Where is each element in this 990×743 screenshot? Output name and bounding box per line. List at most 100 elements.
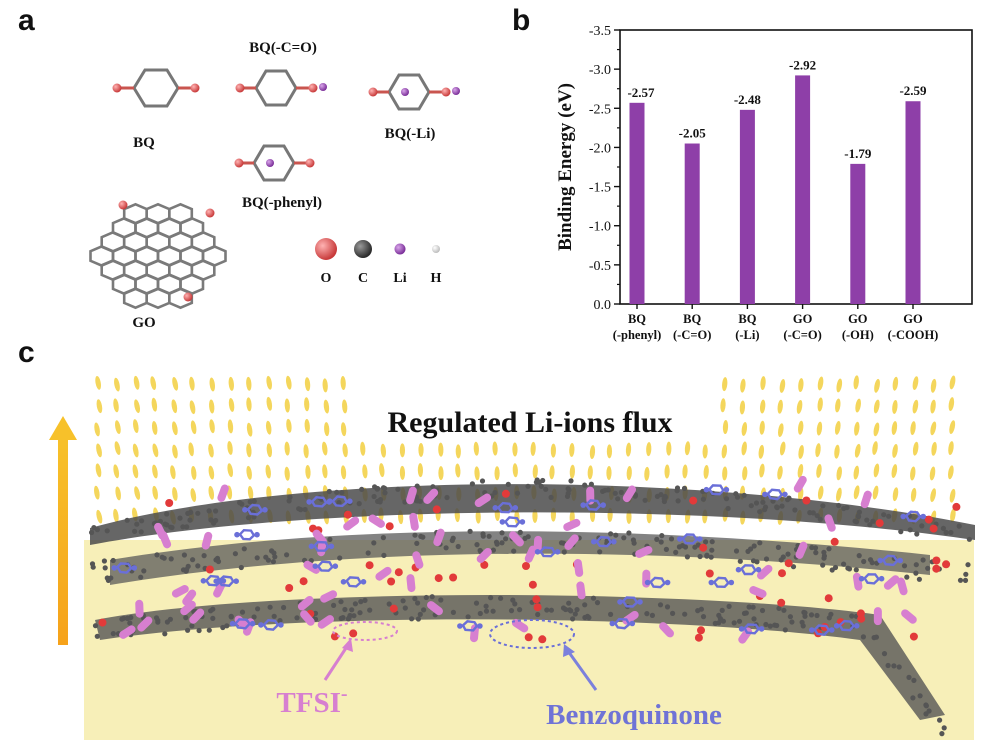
go-oxygen-atom <box>205 208 215 218</box>
carbon-atom <box>238 564 244 571</box>
carbon-atom <box>296 506 302 512</box>
tfsi-anion <box>317 615 334 629</box>
carbon-atom <box>488 595 494 601</box>
carbon-atom <box>247 499 253 505</box>
carbon-atom <box>746 604 752 610</box>
carbon-atom <box>563 606 569 613</box>
benzoquinone-molecule <box>735 564 762 576</box>
carbon-atom <box>916 576 923 582</box>
carbon-atom <box>664 604 671 610</box>
carbon-atom <box>597 549 603 555</box>
carbon-atom <box>870 518 876 524</box>
carbon-atom <box>90 564 96 570</box>
bq-phenyl-oxygen-atom <box>305 158 315 168</box>
carbon-atom <box>339 490 345 496</box>
li-ion <box>532 508 538 523</box>
li-ion <box>208 485 215 500</box>
carbon-atom <box>760 499 766 505</box>
carbon-atom <box>789 619 795 625</box>
carbon-atom <box>326 488 332 495</box>
carbon-atom <box>668 536 675 542</box>
carbon-atom <box>757 540 763 546</box>
carbon-atom <box>852 518 858 524</box>
carbon-atom <box>517 529 523 536</box>
carbon-atom <box>208 608 214 614</box>
carbon-atom <box>185 510 191 516</box>
carbon-atom <box>395 486 401 492</box>
carbon-atom <box>802 613 808 619</box>
li-ion <box>950 508 956 523</box>
carbon-atom <box>195 510 201 516</box>
tfsi-anion <box>824 514 836 532</box>
carbon-atom <box>371 493 377 500</box>
li-ion <box>722 466 728 481</box>
carbon-atom <box>224 623 230 629</box>
carbon-atom <box>154 552 160 558</box>
carbon-atom <box>167 616 173 622</box>
carbon-atom <box>781 607 787 613</box>
carbon-atom <box>867 522 873 528</box>
oxygen-atom <box>365 561 374 570</box>
carbon-atom <box>792 507 798 513</box>
carbon-atom <box>570 616 576 622</box>
carbon-atom <box>183 615 189 621</box>
tfsi-anion <box>749 586 767 598</box>
carbon-atom <box>776 605 782 612</box>
carbon-atom <box>337 555 343 561</box>
carbon-atom <box>365 550 371 556</box>
carbon-atom <box>184 566 190 573</box>
carbon-atom <box>430 484 436 490</box>
li-ion <box>722 377 728 392</box>
carbon-atom <box>568 608 574 614</box>
carbon-atom <box>674 488 680 494</box>
oxygen-atom <box>533 603 542 612</box>
bq-co-oxygen-atom <box>235 83 245 93</box>
li-ion <box>835 398 841 413</box>
label-bq-co: BQ(-C=O) <box>249 40 317 56</box>
li-ion <box>854 443 861 458</box>
carbon-atom <box>254 555 260 561</box>
carbon-atom <box>763 556 770 562</box>
benzoquinone-pointer-head <box>563 644 575 657</box>
li-ion <box>172 421 178 436</box>
go-molecule-model <box>89 202 227 310</box>
li-ion <box>930 378 937 393</box>
li-ion <box>172 444 178 459</box>
carbon-atom <box>359 486 365 492</box>
li-ion <box>873 399 880 414</box>
li-ion <box>855 398 861 413</box>
carbon-atom <box>572 611 578 617</box>
carbon-atom <box>939 731 945 737</box>
bq-phenyl-oxygen-atom <box>234 158 244 168</box>
carbon-atom <box>855 513 861 519</box>
carbon-atom <box>499 530 505 536</box>
carbon-atom <box>644 611 650 617</box>
li-ion <box>682 464 688 479</box>
carbon-atom <box>679 543 686 549</box>
li-ion <box>589 445 596 460</box>
oxygen-atom <box>98 618 107 627</box>
label-bq-li: BQ(-Li) <box>385 126 436 142</box>
carbon-atom <box>362 597 368 604</box>
li-ion <box>684 441 691 456</box>
li-ion <box>778 423 784 438</box>
carbon-atom <box>558 540 565 546</box>
carbon-atom <box>658 492 664 498</box>
li-ion <box>322 441 328 456</box>
tfsi-anion <box>412 551 424 569</box>
carbon-atom <box>813 550 819 556</box>
li-ion <box>892 400 898 414</box>
carbon-atom <box>104 528 110 534</box>
li-ion <box>340 465 347 480</box>
carbon-atom <box>101 558 107 564</box>
carbon-atom <box>239 609 246 615</box>
carbon-atom <box>409 616 415 622</box>
li-ion <box>94 422 100 437</box>
li-ion <box>228 376 234 391</box>
carbon-atom <box>661 496 667 502</box>
tfsi-anion <box>622 485 637 503</box>
carbon-atom <box>737 558 743 564</box>
carbon-atom <box>415 600 421 606</box>
carbon-atom <box>380 485 387 491</box>
carbon-atom <box>195 563 201 569</box>
